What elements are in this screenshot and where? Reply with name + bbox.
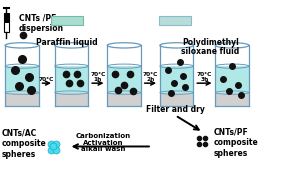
Bar <box>215 93 249 106</box>
Bar <box>107 66 141 93</box>
Text: CNTs/PF
composite
spheres: CNTs/PF composite spheres <box>213 128 258 158</box>
Text: Paraffin liquid: Paraffin liquid <box>36 38 98 47</box>
Text: Carbonization
Activation
alkali wash: Carbonization Activation alkali wash <box>76 133 131 153</box>
Bar <box>160 93 193 106</box>
Bar <box>160 66 193 93</box>
Bar <box>51 16 83 25</box>
Text: Filter and dry: Filter and dry <box>146 105 205 114</box>
Bar <box>215 66 249 93</box>
Bar <box>55 66 88 93</box>
Bar <box>4 13 9 32</box>
Text: 70°C
2h: 70°C 2h <box>143 72 158 82</box>
Bar <box>55 93 88 106</box>
Text: Polydimethyl
siloxane fluid: Polydimethyl siloxane fluid <box>181 38 239 57</box>
Text: CNTs /PF
dispersion: CNTs /PF dispersion <box>19 13 64 33</box>
Text: 70°C
1h: 70°C 1h <box>90 72 105 82</box>
Bar <box>159 16 191 25</box>
Bar <box>4 14 9 23</box>
Bar <box>5 66 39 93</box>
Bar <box>5 93 39 106</box>
Bar <box>107 93 141 106</box>
Text: CNTs/AC
composite
spheres: CNTs/AC composite spheres <box>1 129 46 159</box>
Text: 70°C: 70°C <box>39 77 54 82</box>
Text: 70°C
3h: 70°C 3h <box>197 72 212 82</box>
